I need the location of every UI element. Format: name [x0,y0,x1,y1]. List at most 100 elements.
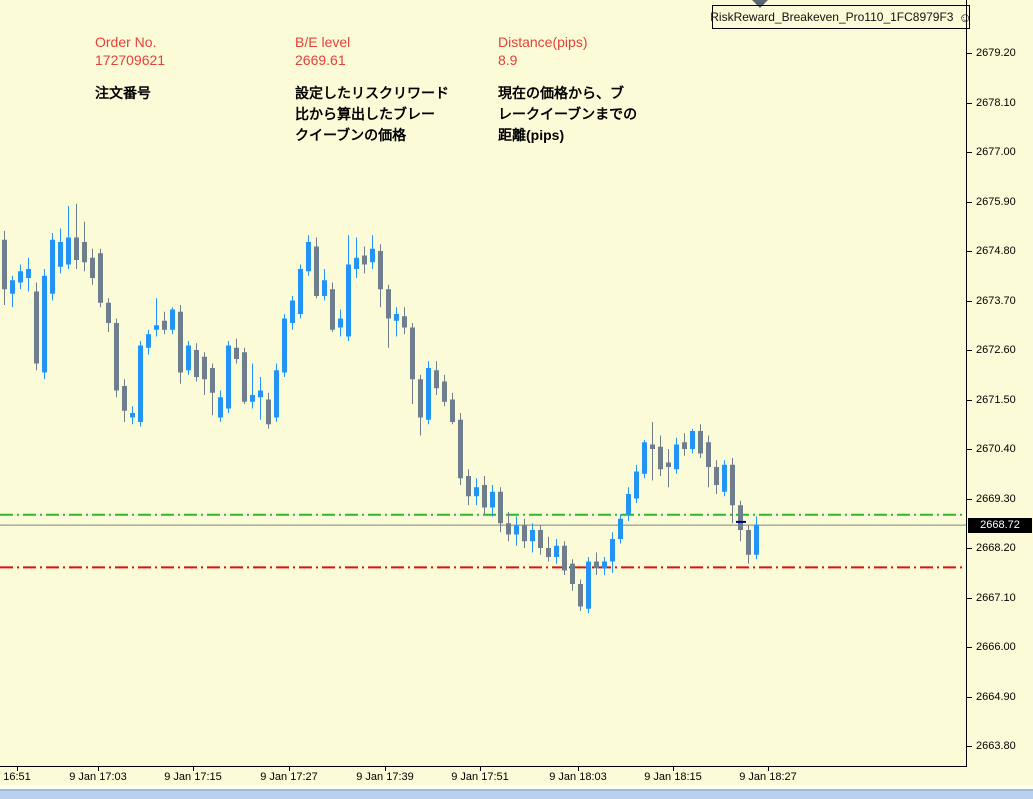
distance-label: Distance(pips) [498,34,588,50]
annotation-order-no: Order No. 172709621 注文番号 [95,33,165,104]
candle-body [290,300,295,323]
candle-body [706,442,711,467]
candle-body [730,464,735,506]
time-axis-label: 9 Jan 17:51 [451,771,509,783]
candlestick-chart[interactable] [0,0,966,767]
candle-body [714,467,719,485]
time-axis-tick [193,767,194,771]
candle-body [474,487,479,497]
time-axis-label: 9 Jan 17:03 [69,771,127,783]
order-no-value: 172709621 [95,52,166,68]
candle-body [346,264,351,337]
candle-body [282,318,287,373]
distance-jp-line2: レークイーブンまでの [498,106,638,122]
candle-body [530,530,535,542]
price-axis-label: 2678.10 [976,96,1016,109]
time-axis-label: 16:51 [3,771,31,783]
price-axis-tick [967,449,972,450]
candle-body [202,356,207,380]
candle-body [242,352,247,402]
order-no-jp-line1: 注文番号 [95,85,151,101]
time-axis-tick [98,767,99,771]
price-axis-label: 2668.20 [976,542,1016,554]
time-axis-tick [17,767,18,771]
candle-body [698,431,703,454]
price-axis-tick [967,152,972,153]
price-axis-tick [967,746,972,747]
candle-body [458,419,463,479]
time-axis-tick [768,767,769,771]
candle-body [618,518,623,539]
candle-body [570,563,575,584]
candle-body [418,379,423,418]
price-axis-label: 2664.90 [976,690,1016,703]
candle-body [82,242,87,263]
be-level-jp-line3: クイーブンの価格 [295,127,407,143]
price-axis[interactable]: 2679.20 2678.10 2677.00 2675.90 2674.80 2673.… [967,0,1033,767]
indicator-title: RiskReward_Breakeven_Pro110_1FC8979F3 [710,10,954,24]
candle-body [122,386,127,411]
chart-marker-triangle-icon [752,0,768,8]
candle-body [234,347,239,359]
candle-body [490,491,495,508]
candle-body [146,334,151,348]
price-axis-tick [967,350,972,351]
candle-body [634,471,639,499]
candle-body [514,525,519,535]
price-axis-tick [967,300,972,302]
candle-body [322,280,327,296]
price-axis-label: 2671.50 [976,393,1016,406]
candle-body [218,397,223,418]
candle-body [226,345,231,409]
time-axis-label: 9 Jan 17:39 [356,771,414,783]
time-axis-label: 9 Jan 18:27 [739,771,797,783]
candle-body [362,255,367,265]
candle-body [594,561,599,569]
candle-body [642,442,647,474]
time-axis[interactable]: 16:51 9 Jan 17:03 9 Jan 17:15 9 Jan 17:27 9 … [0,767,1033,785]
candle-body [754,524,759,555]
indicator-title-box: RiskReward_Breakeven_Pro110_1FC8979F3 ☺ [710,5,972,29]
price-axis-tick [967,548,972,549]
candle-body [466,476,471,497]
candle-body [186,345,191,371]
candle-body [266,399,271,425]
candle-body [538,530,543,548]
annotation-distance: Distance(pips) 8.9 現在の価格から、ブ レークイーブンまでの … [498,33,637,146]
candle-body [178,311,183,373]
order-no-label: Order No. [95,34,157,50]
candle-body [378,251,383,290]
time-axis-label: 9 Jan 17:27 [260,771,318,783]
chart-plot-area[interactable]: RiskReward_Breakeven_Pro110_1FC8979F3 ☺ … [0,0,972,767]
candle-body [26,269,31,278]
candle-body [442,381,447,402]
candle-body [162,320,167,330]
candle-body [586,561,591,609]
price-axis-label: 2670.40 [976,443,1016,455]
candle-body [42,275,47,373]
time-axis-border [0,766,967,767]
current-price-badge: 2668.72 [968,517,1032,533]
candle-body [170,309,175,330]
candle-body [434,370,439,389]
candle-body [258,390,263,398]
horizontal-scrollbar-thumb[interactable] [0,789,1033,799]
candle-body [722,464,727,492]
annotation-be-level: B/E level 2669.61 設定したリスクリワード 比から算出したブレー… [295,33,449,146]
price-axis-label: 2666.00 [976,641,1016,653]
candle-body [506,523,511,535]
price-axis-tick [967,102,972,104]
price-axis-tick [967,399,972,401]
candle-body [194,350,199,377]
price-axis-tick [967,251,972,252]
candle-body [386,289,391,319]
price-axis-label: 2667.10 [976,591,1016,604]
time-axis-tick [673,767,674,771]
candle-body [90,257,95,278]
candle-body [130,413,135,418]
candle-body [554,545,559,557]
price-axis-label: 2673.70 [976,294,1016,307]
candle-body [98,253,103,303]
price-axis-tick [967,597,972,599]
price-axis-tick [967,53,972,54]
